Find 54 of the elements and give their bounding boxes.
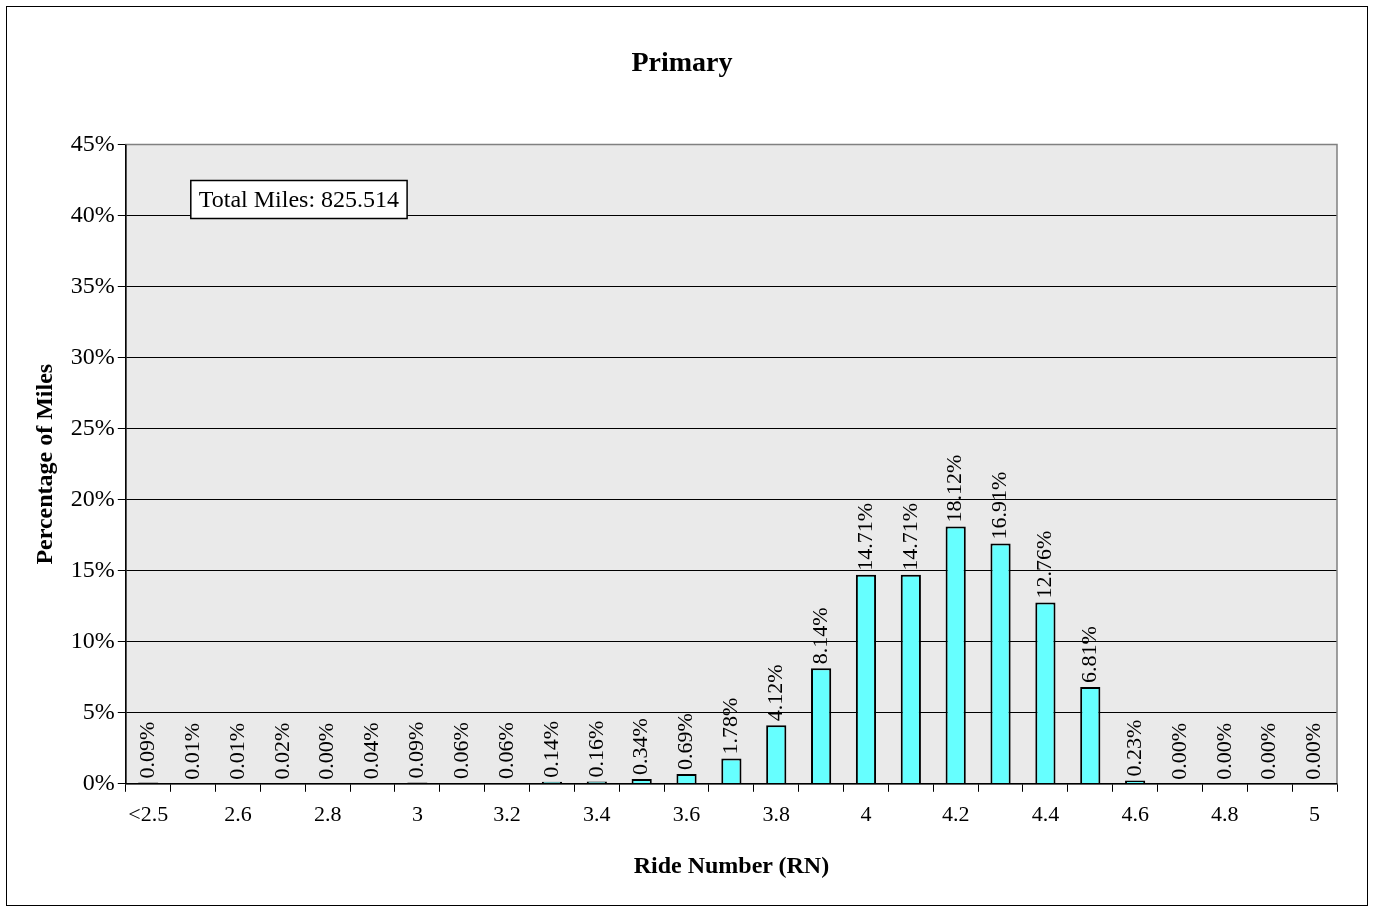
data-label: 0.02%: [268, 722, 294, 780]
x-tick-label: 2.6: [224, 800, 252, 826]
data-label: 0.00%: [1255, 722, 1281, 780]
x-tick-label: 3: [411, 800, 423, 826]
x-tick-label: 2.8: [313, 800, 342, 826]
data-label: 0.00%: [1300, 722, 1326, 780]
x-axis-title: Ride Number (RN): [633, 851, 830, 878]
data-label: 6.81%: [1076, 626, 1102, 684]
y-tick-label: 0%: [82, 769, 115, 796]
y-axis-title: Percentage of Miles: [30, 363, 57, 565]
data-label: 0.23%: [1120, 719, 1146, 777]
chart-title: Primary: [631, 46, 733, 78]
data-label: 0.06%: [448, 722, 474, 779]
x-tick-label: 3.2: [493, 800, 521, 826]
y-tick-label: 30%: [70, 342, 115, 369]
y-tick-label: 15%: [70, 556, 115, 583]
data-label: 0.14%: [537, 720, 563, 778]
x-tick-label: 3.8: [762, 800, 791, 826]
y-tick-label: 40%: [70, 200, 115, 227]
data-label: 0.01%: [178, 722, 204, 780]
x-tick-label: 4.4: [1031, 800, 1060, 826]
data-label: 14.71%: [851, 503, 877, 571]
x-tick-label: 4.6: [1121, 800, 1149, 826]
data-label: 14.71%: [896, 503, 922, 571]
data-label: 0.09%: [403, 721, 429, 779]
data-label: 0.06%: [492, 722, 518, 779]
data-label: 0.01%: [223, 722, 249, 780]
x-tick-label: <2.5: [128, 800, 169, 826]
y-tick-label: 45%: [70, 129, 115, 156]
data-label: 0.16%: [582, 720, 608, 778]
annotation: Total Miles: 825.514: [198, 185, 400, 212]
data-label: 0.04%: [358, 722, 384, 780]
data-label: 0.00%: [1165, 722, 1191, 780]
data-label: 12.76%: [1031, 530, 1057, 599]
data-label: 0.09%: [134, 721, 159, 779]
y-tick-label: 20%: [70, 485, 115, 512]
data-label: 0.69%: [672, 713, 698, 770]
x-tick-label: 4.8: [1211, 800, 1239, 826]
data-label: 0.34%: [627, 718, 653, 775]
x-tick-label: 3.6: [672, 800, 701, 826]
x-tick-label: 5: [1309, 800, 1321, 826]
x-tick-label: 3.4: [583, 800, 611, 826]
data-label: 4.12%: [762, 664, 788, 722]
y-tick-label: 35%: [70, 271, 115, 298]
y-tick-label: 5%: [82, 698, 115, 725]
data-label: 0.00%: [313, 722, 339, 780]
y-tick-label: 10%: [70, 627, 115, 654]
data-label: 0.00%: [1210, 722, 1236, 780]
x-tick-label: 4: [860, 800, 872, 826]
y-tick-label: 25%: [70, 413, 115, 440]
data-label: 18.12%: [941, 454, 967, 523]
data-label: 16.91%: [986, 471, 1012, 540]
data-label: 1.78%: [717, 697, 743, 755]
x-tick-label: 4.2: [941, 800, 970, 826]
